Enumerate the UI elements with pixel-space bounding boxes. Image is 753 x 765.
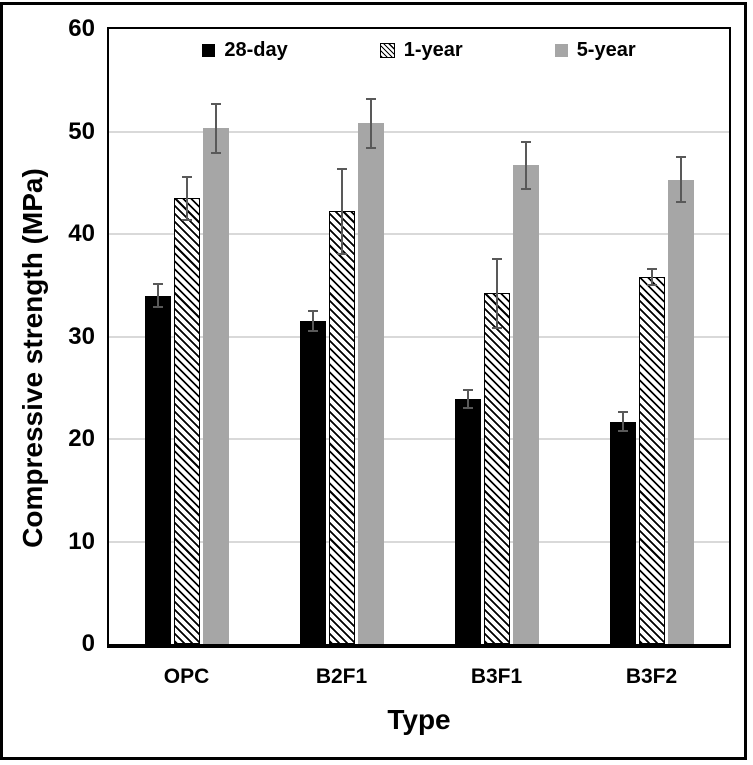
bar-B3F2-1-year <box>638 277 665 644</box>
bar-B2F1-5-year <box>357 123 384 644</box>
bar-OPC-5-year <box>202 128 229 644</box>
error-cap-bottom-OPC-5-year <box>210 152 221 155</box>
error-cap-bottom-OPC-28-day <box>152 305 163 308</box>
gridline-30 <box>109 335 729 338</box>
y-tick-label-20: 20 <box>68 425 95 452</box>
x-tick-label-OPC: OPC <box>163 665 210 688</box>
y-tick-label-0: 0 <box>81 630 95 657</box>
error-cap-bottom-B3F1-28-day <box>462 407 473 410</box>
legend-marker-gray-icon <box>554 44 568 57</box>
plot-area: 28-day 1-year 5-year <box>107 27 731 648</box>
error-bar-B3F1-5-year <box>524 140 527 190</box>
error-cap-top-B3F1-1-year <box>491 257 502 260</box>
legend-label: 1-year <box>403 39 463 61</box>
error-cap-top-OPC-5-year <box>210 102 221 105</box>
legend-item-1-year: 1-year <box>379 39 463 62</box>
error-cap-bottom-B2F1-1-year <box>336 252 347 255</box>
bar-B3F1-5-year <box>512 165 539 644</box>
bar-OPC-28-day <box>144 295 171 644</box>
error-bar-B3F2-28-day <box>621 411 624 432</box>
error-bar-B3F2-1-year <box>650 267 653 287</box>
gridline-50 <box>109 130 729 133</box>
error-cap-bottom-B3F2-1-year <box>646 284 657 287</box>
x-tick-label-B3F2: B3F2 <box>625 665 678 688</box>
legend-label: 28-day <box>224 39 288 61</box>
y-tick-label-60: 60 <box>68 15 95 42</box>
error-cap-top-B3F1-5-year <box>520 140 531 143</box>
gridline-40 <box>109 233 729 235</box>
legend-item-28-day: 28-day <box>202 39 288 62</box>
error-bar-B2F1-28-day <box>311 309 314 333</box>
bar-OPC-1-year <box>173 198 200 644</box>
error-cap-top-B3F2-1-year <box>646 267 657 270</box>
error-cap-top-B2F1-5-year <box>365 97 376 100</box>
bar-B2F1-28-day <box>299 321 326 644</box>
gridline-20 <box>109 438 729 440</box>
error-bar-OPC-28-day <box>156 283 159 308</box>
error-cap-bottom-OPC-1-year <box>181 218 192 221</box>
error-bar-B2F1-5-year <box>369 97 372 149</box>
x-axis-title: Type <box>387 704 451 735</box>
error-cap-top-OPC-1-year <box>181 175 192 178</box>
bar-B3F2-28-day <box>609 421 636 644</box>
x-tick-label-B2F1: B2F1 <box>315 665 368 688</box>
error-cap-top-B3F1-28-day <box>462 388 473 391</box>
bar-B3F1-28-day <box>454 399 481 644</box>
y-tick-label-50: 50 <box>68 117 95 145</box>
y-tick-label-30: 30 <box>68 322 95 350</box>
error-bar-B2F1-1-year <box>340 168 343 255</box>
error-cap-bottom-B3F2-28-day <box>617 429 628 432</box>
error-bar-B3F2-5-year <box>679 156 682 204</box>
legend-item-5-year: 5-year <box>554 39 636 62</box>
error-bar-B3F1-28-day <box>466 388 469 410</box>
error-bar-OPC-5-year <box>214 102 217 155</box>
error-cap-bottom-B3F2-5-year <box>675 201 686 204</box>
legend-label: 5-year <box>576 39 636 61</box>
bar-chart: Compressive strength (MPa) 28-day 1-year 5… <box>3 5 744 757</box>
y-tick-label-40: 40 <box>68 220 95 247</box>
gridline-10 <box>109 540 729 543</box>
bar-B2F1-1-year <box>328 211 355 644</box>
x-tick-label-B3F1: B3F1 <box>470 665 523 688</box>
legend: 28-day 1-year 5-year <box>109 39 729 62</box>
error-cap-bottom-B3F1-1-year <box>491 327 502 330</box>
bar-B3F1-1-year <box>483 293 510 644</box>
error-cap-top-B2F1-28-day <box>307 309 318 312</box>
bar-B3F2-5-year <box>667 179 694 644</box>
error-cap-top-B2F1-1-year <box>336 168 347 171</box>
error-bar-OPC-1-year <box>185 175 188 221</box>
error-cap-bottom-B3F1-5-year <box>520 187 531 190</box>
error-cap-top-B3F2-5-year <box>675 156 686 159</box>
y-tick-label-10: 10 <box>68 527 95 555</box>
error-cap-bottom-B2F1-28-day <box>307 330 318 333</box>
error-cap-top-B3F2-28-day <box>617 411 628 414</box>
error-cap-bottom-B2F1-5-year <box>365 146 376 149</box>
legend-marker-black-icon <box>202 44 216 57</box>
error-cap-top-OPC-28-day <box>152 283 163 286</box>
legend-marker-hatch-icon <box>379 43 395 58</box>
error-bar-B3F1-1-year <box>495 257 498 330</box>
